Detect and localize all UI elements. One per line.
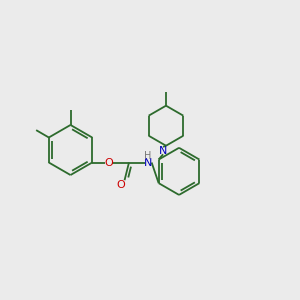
Text: H: H <box>144 151 151 161</box>
Text: O: O <box>117 180 125 190</box>
Text: N: N <box>144 158 152 167</box>
Text: O: O <box>104 158 113 167</box>
Text: N: N <box>159 146 167 156</box>
